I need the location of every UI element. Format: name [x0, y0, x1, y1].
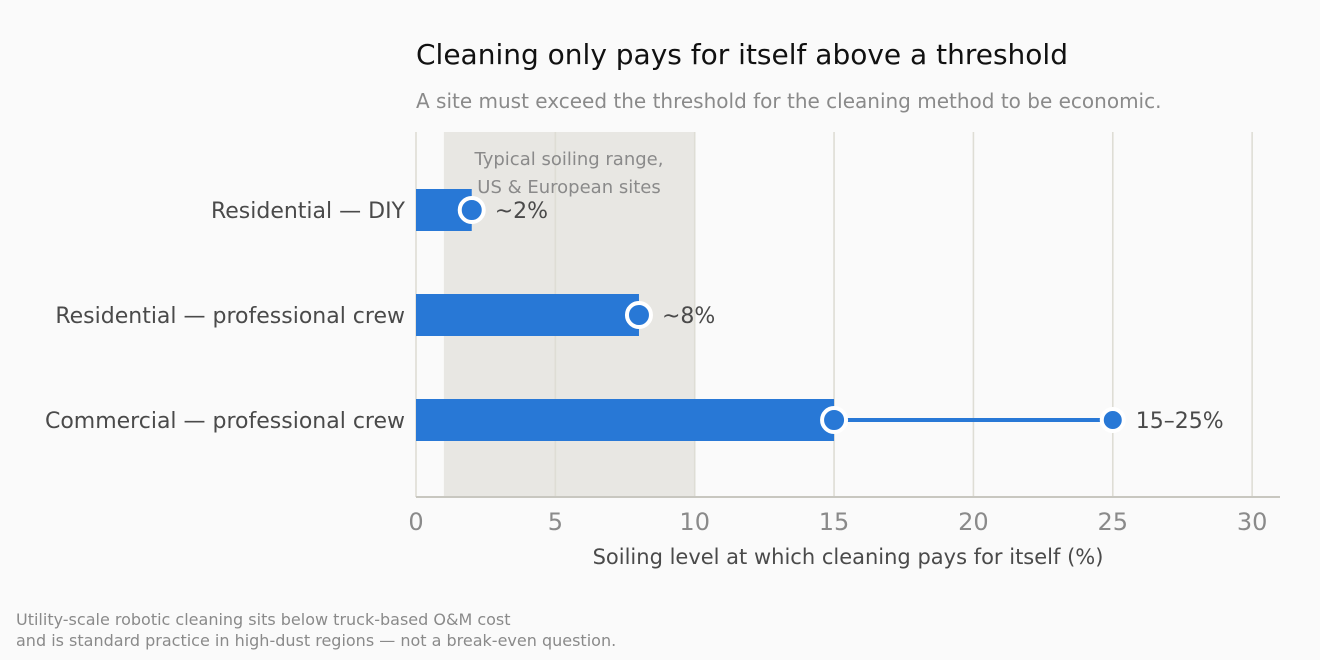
category-label-1: Residential — DIY: [211, 199, 406, 224]
x-tick-label-15: 15: [819, 508, 850, 536]
category-label-2: Residential — professional crew: [55, 304, 405, 329]
value-label-1: ~2%: [495, 199, 548, 224]
bars-layer: [416, 189, 1126, 441]
value-label-3: 15–25%: [1136, 409, 1224, 434]
bar-2: [416, 294, 639, 336]
value-label-2: ~8%: [662, 304, 715, 329]
footnote-line1: Utility-scale robotic cleaning sits belo…: [16, 610, 511, 629]
chart-title: Cleaning only pays for itself above a th…: [416, 38, 1068, 71]
labels-layer: Residential — DIY ~2% Residential — profes…: [45, 199, 1224, 434]
x-tick-label-0: 0: [408, 508, 423, 536]
axis-layer: 0 5 10 15 20 25 30: [408, 496, 1280, 536]
x-tick-label-10: 10: [679, 508, 710, 536]
value-marker-1: [457, 196, 486, 224]
x-tick-label-20: 20: [958, 508, 989, 536]
x-tick-label-5: 5: [548, 508, 563, 536]
bar-3: [416, 399, 835, 441]
value-marker-2: [624, 301, 653, 329]
chart-subtitle: A site must exceed the threshold for the…: [416, 89, 1161, 113]
range-end-marker-3: [1099, 407, 1126, 433]
x-tick-label-25: 25: [1098, 508, 1129, 536]
band-label-line2: US & European sites: [477, 177, 660, 198]
footnote-line2: and is standard practice in high-dust re…: [16, 631, 616, 650]
x-axis-label: Soiling level at which cleaning pays for…: [593, 545, 1104, 569]
band-label-line1: Typical soiling range,: [474, 149, 664, 170]
x-tick-label-30: 30: [1237, 508, 1268, 536]
value-marker-3: [820, 406, 849, 434]
category-label-3: Commercial — professional crew: [45, 409, 405, 434]
